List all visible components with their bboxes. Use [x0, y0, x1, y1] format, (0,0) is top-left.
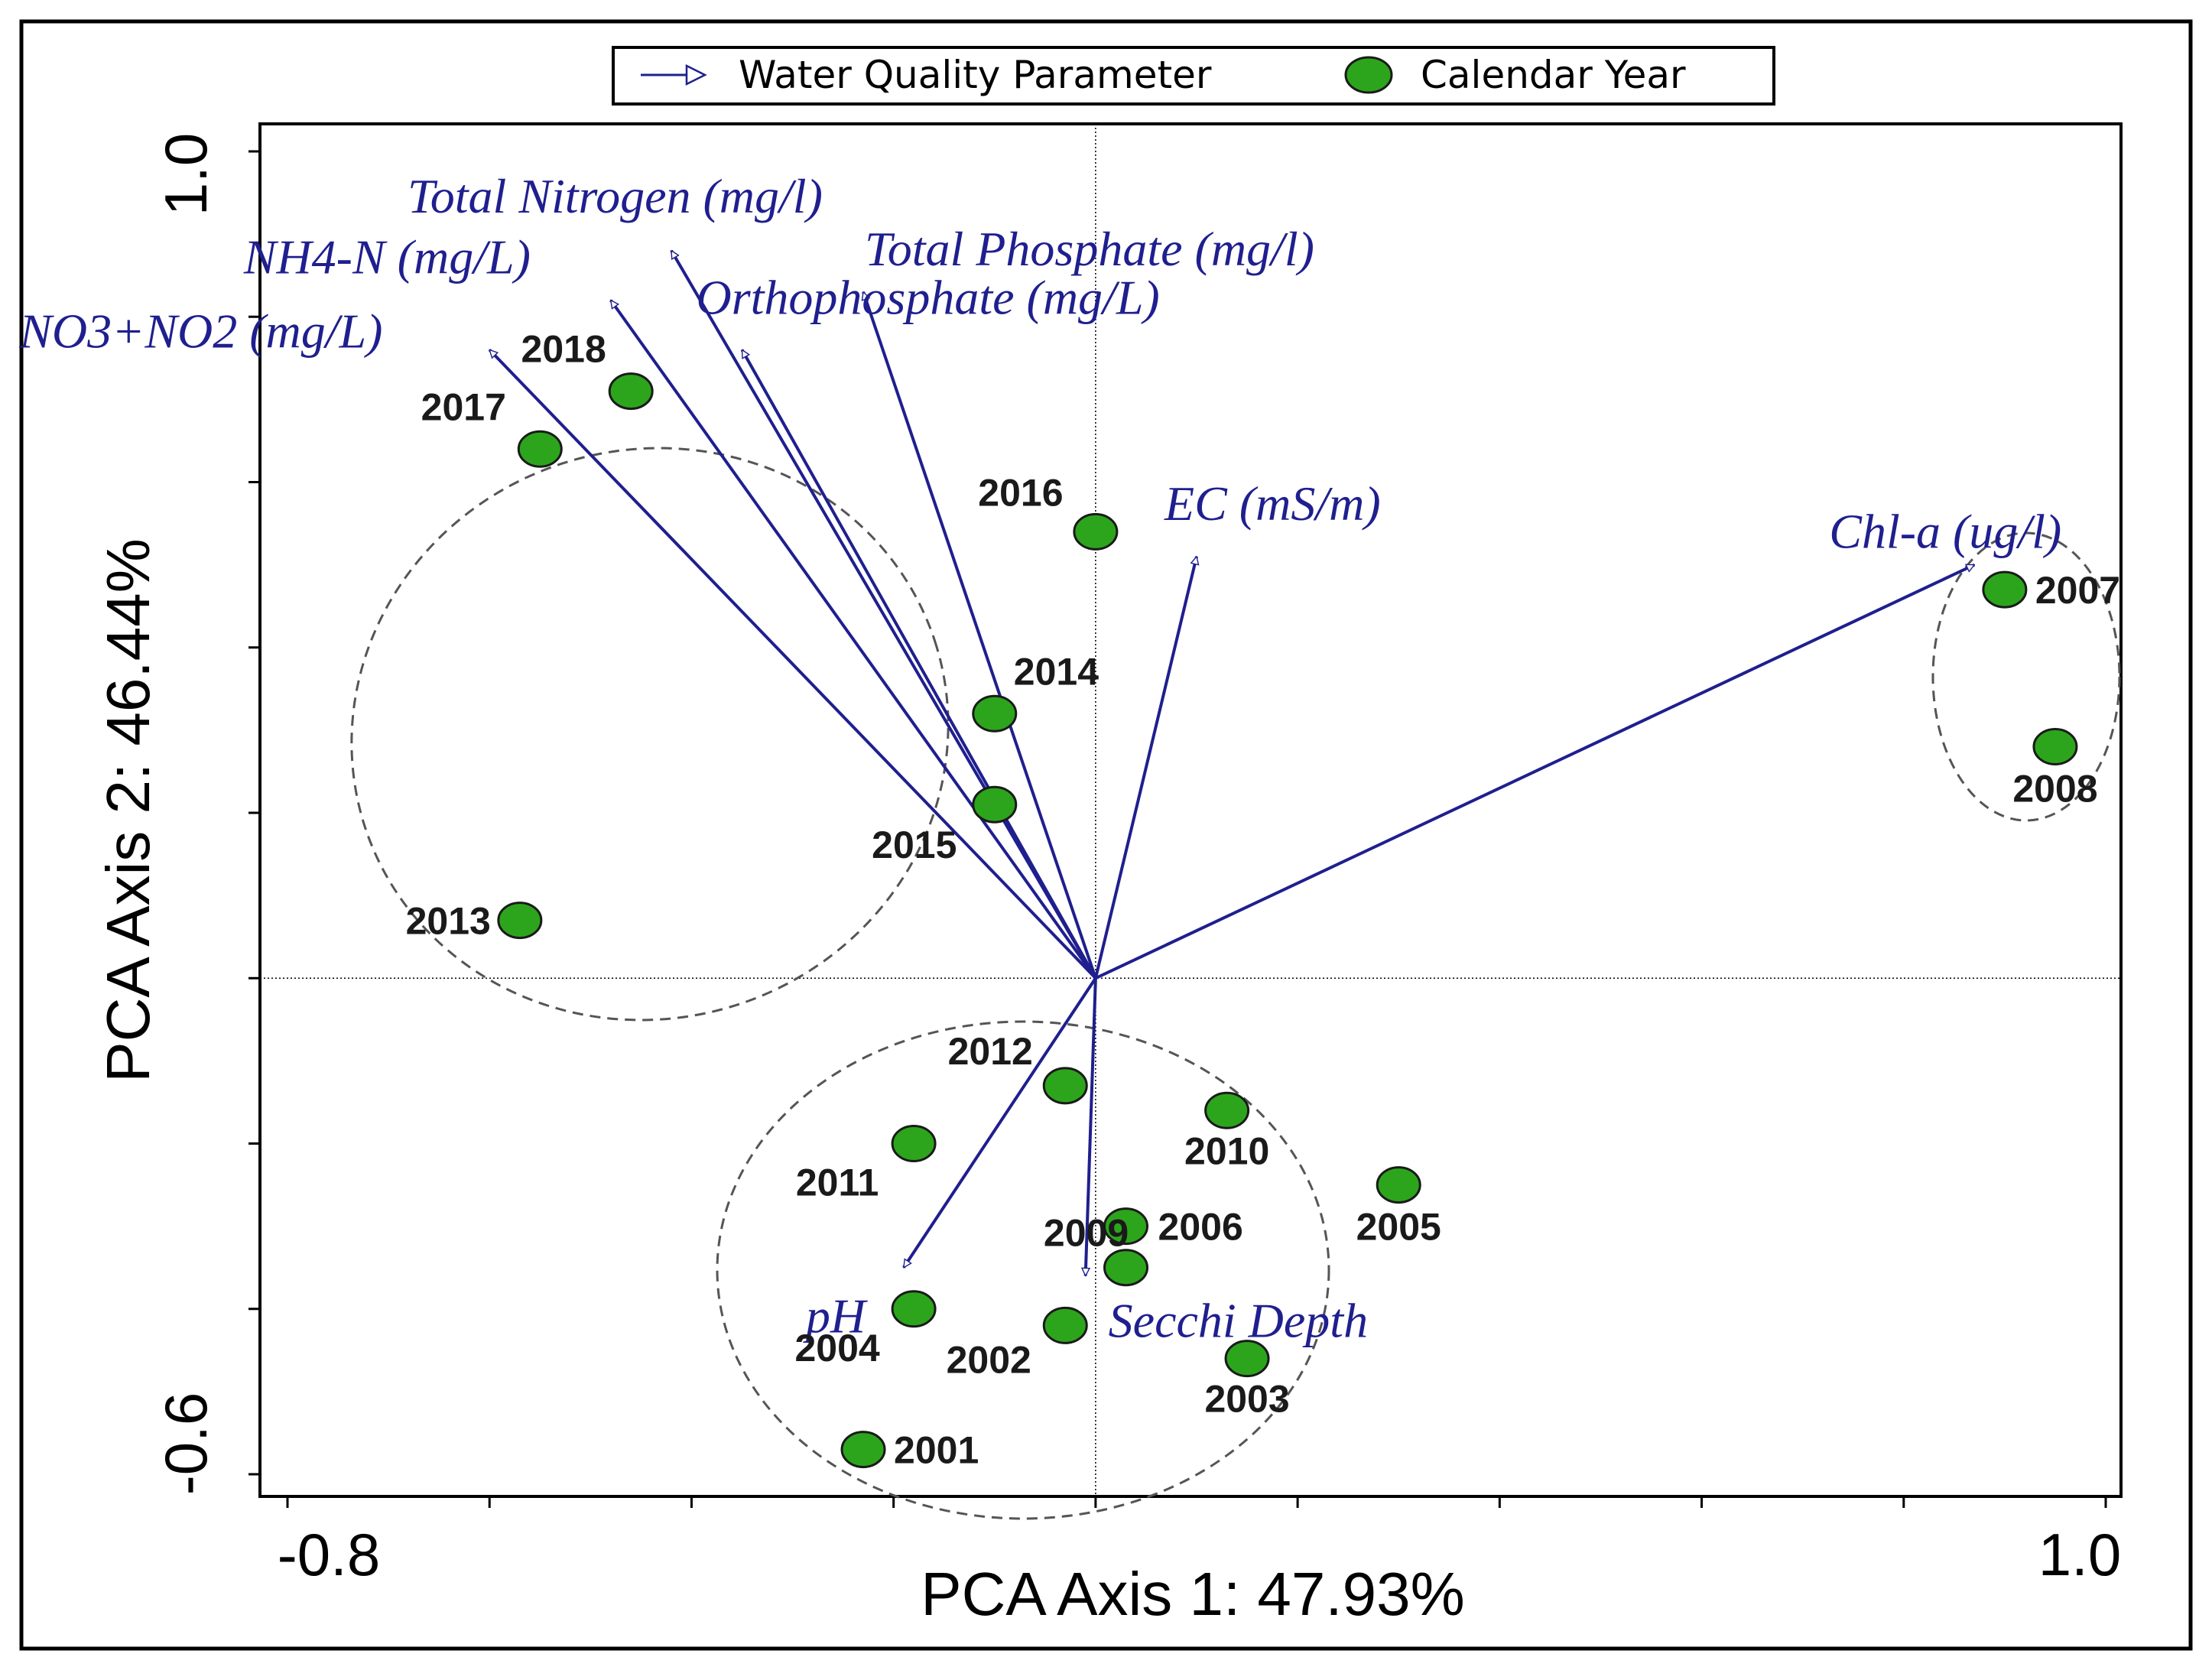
vector-total-phosphate-mg-l-arrow: [863, 292, 1097, 979]
point-label-2010: 2010: [1184, 1129, 1269, 1172]
x-axis-title: PCA Axis 1: 47.93%: [921, 1560, 1465, 1628]
point-label-2005: 2005: [1356, 1206, 1441, 1249]
ellipse-2001-2012: [716, 1020, 1330, 1520]
vector-label-ph: pH: [803, 1289, 869, 1343]
point-label-2007: 2007: [2035, 569, 2120, 612]
point-2007: [1982, 570, 2028, 609]
point-2001: [840, 1431, 886, 1469]
point-label-2009: 2009: [1044, 1212, 1129, 1255]
point-label-2004: 2004: [794, 1327, 879, 1369]
point-2006: [1103, 1207, 1149, 1246]
plot-frame: [258, 122, 2123, 1498]
point-2004: [891, 1290, 937, 1328]
point-label-2013: 2013: [406, 900, 491, 943]
point-2011: [891, 1125, 937, 1162]
y-axis-title: PCA Axis 2: 46.44%: [94, 538, 162, 1083]
vector-label-ec-ms-m: EC (mS/m): [1164, 476, 1381, 531]
point-label-2017: 2017: [421, 385, 506, 428]
legend: Water Quality Parameter Calendar Year: [612, 46, 1775, 106]
legend-circle-icon: [1344, 56, 1393, 94]
point-2012: [1042, 1067, 1088, 1105]
axis-ticks: [248, 150, 2107, 1508]
legend-box: [612, 46, 1775, 106]
point-2009: [1103, 1249, 1149, 1287]
group-ellipses: [350, 447, 2121, 1520]
legend-label-parameter: Water Quality Parameter: [739, 53, 1212, 97]
vector-total-nitrogen-mg-l-arrow: [670, 251, 1097, 980]
point-2015: [972, 785, 1018, 824]
point-2013: [497, 902, 543, 940]
point-group: 2001 2002 2003 2004 2005 2006 2007 2008 2009 2010…: [406, 328, 2121, 1472]
vector-label-chl-a-ug-l: Chl-a (ug/l): [1829, 505, 2061, 559]
x-tick-label-max: 1.0: [2038, 1521, 2121, 1588]
figure-frame: [19, 19, 2193, 1651]
point-label-2002: 2002: [947, 1338, 1031, 1381]
vector-nh4-n-mg-l-arrow: [609, 301, 1097, 980]
point-label-2012: 2012: [948, 1030, 1033, 1073]
vector-ec-ms-m-arrow: [1093, 557, 1197, 979]
y-tick-label-max: 1.0: [152, 133, 219, 216]
point-2010: [1204, 1091, 1250, 1129]
point-label-2011: 2011: [796, 1162, 879, 1204]
point-label-2003: 2003: [1204, 1378, 1289, 1421]
vector-ph-arrow: [902, 977, 1097, 1267]
point-2002: [1042, 1306, 1088, 1344]
vector-label-orthophosphate-mg-l: Orthophosphate (mg/L): [697, 271, 1160, 325]
point-label-2018: 2018: [521, 328, 606, 371]
point-2008: [2032, 728, 2078, 765]
y-tick-label-min: -0.6: [152, 1392, 219, 1495]
vector-label-total-phosphate-mg-l: Total Phosphate (mg/l): [865, 222, 1314, 276]
point-label-2008: 2008: [2012, 768, 2097, 811]
point-label-2014: 2014: [1014, 650, 1099, 693]
vector-label-secchi-depth: Secchi Depth: [1109, 1294, 1368, 1348]
ellipse-2007-2008: [1931, 531, 2121, 822]
point-2003: [1224, 1340, 1270, 1378]
vector-chl-a-ug-l-arrow: [1095, 563, 1974, 980]
point-2016: [1073, 512, 1119, 551]
point-2017: [517, 430, 563, 468]
legend-label-year: Calendar Year: [1421, 53, 1686, 97]
vector-no3-no2-mg-l-arrow: [488, 349, 1097, 980]
point-label-2006: 2006: [1158, 1206, 1243, 1249]
vector-label-nh4-n-mg-l: NH4-N (mg/L): [243, 230, 531, 284]
ellipse-2013-2018: [350, 447, 950, 1022]
legend-arrow-head-icon: [685, 63, 707, 86]
point-label-2016: 2016: [978, 471, 1063, 514]
point-label-2001: 2001: [894, 1429, 979, 1472]
vector-orthophosphate-mg-l-arrow: [740, 350, 1097, 980]
point-2018: [608, 372, 654, 411]
vector-group: Total Nitrogen (mg/l) NH4-N (mg/L) NO3+NO2…: [18, 169, 2061, 1348]
vector-secchi-depth-arrow: [1086, 978, 1097, 1275]
point-2014: [972, 694, 1018, 733]
vector-label-total-nitrogen-mg-l: Total Nitrogen (mg/l): [408, 169, 823, 223]
vector-label-no3-no2-mg-l: NO3+NO2 (mg/L): [18, 304, 382, 359]
point-label-2015: 2015: [872, 824, 957, 866]
x-tick-label-min: -0.8: [278, 1521, 380, 1588]
point-2005: [1376, 1166, 1421, 1204]
